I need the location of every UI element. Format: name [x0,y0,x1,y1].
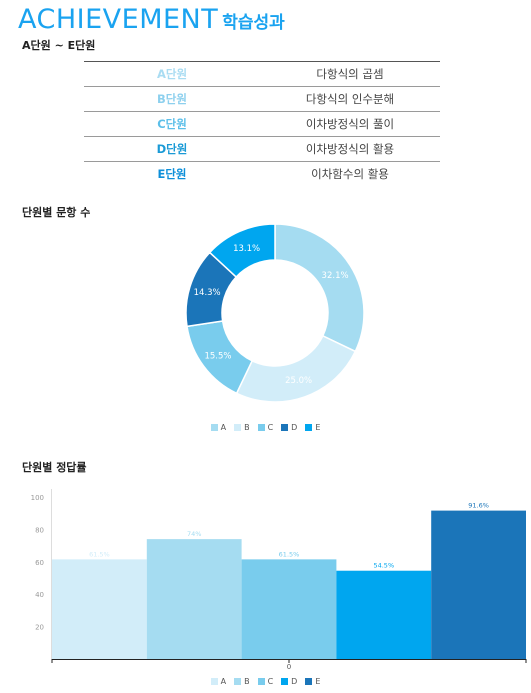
unit-range-subtitle: A단원 ~ E단원 [22,39,96,52]
legend-swatch [257,678,265,685]
legend-label: D [291,423,298,432]
unit-name: 이차방정식의 활용 [260,136,440,162]
title-korean: 학습성과 [222,13,285,33]
legend-item: A [210,677,227,686]
legend-label: B [244,423,250,432]
donut-slice-label: 14.3% [194,288,221,298]
bar [146,539,242,659]
y-tick-label: 100 [31,494,44,502]
y-tick-label: 40 [35,591,44,599]
bar-value-label: 61.5% [89,550,110,558]
unit-row: B단원 다항식의 인수분해 [84,86,440,112]
legend-item: D [281,677,297,686]
unit-label: A단원 [84,61,260,87]
legend-item: D [281,423,297,432]
y-tick-label: 80 [35,526,44,534]
legend-item: E [305,677,320,686]
legend-item: B [234,677,250,686]
donut-slice-label: 15.5% [204,351,231,361]
y-tick-label: 20 [35,624,44,632]
legend-label: E [315,423,321,432]
legend-label: C [267,423,274,432]
legend-label: A [220,423,227,432]
legend-swatch [234,424,242,431]
legend-label: E [315,677,321,686]
legend-label: C [267,677,274,686]
bar [336,570,432,659]
unit-label: D단원 [84,136,260,162]
unit-row: C단원 이차방정식의 풀이 [84,111,440,137]
legend-swatch [281,678,289,685]
legend-swatch [281,424,289,431]
bar [241,559,337,659]
x-tick-label: 0 [287,663,291,671]
title-english: ACHIEVEMENT [18,4,219,35]
legend-swatch [257,424,265,431]
unit-row: A단원 다항식의 곱셈 [84,61,440,87]
legend-item: E [305,423,320,432]
legend-item: B [234,423,250,432]
donut-slice-label: 32.1% [322,271,349,281]
unit-name: 다항식의 인수분해 [260,86,440,112]
unit-name: 다항식의 곱셈 [260,61,440,87]
legend-label: A [220,677,227,686]
unit-label: E단원 [157,167,187,181]
legend-swatch [210,424,218,431]
bar-value-label: 74% [187,530,201,538]
donut-legend: A B C D E [0,423,531,432]
unit-name: 이차방정식의 풀이 [260,111,440,137]
bar-value-label: 91.6% [468,502,489,510]
unit-row: E단원 이차함수의 활용 [84,162,440,187]
y-tick-label: 60 [35,559,44,567]
legend-swatch [305,678,313,685]
bar [431,510,526,659]
unit-label: B단원 [84,86,260,112]
legend-item: C [257,677,274,686]
legend-swatch [305,424,313,431]
legend-swatch [234,678,242,685]
donut-slice [208,223,276,279]
unit-label: C단원 [84,111,260,137]
bar-value-label: 61.5% [279,550,300,558]
bar-chart-title: 단원별 정답률 [22,461,87,474]
legend-label: D [291,677,298,686]
donut-slice [274,223,365,353]
unit-table: A단원 다항식의 곱셈 B단원 다항식의 인수분해 C단원 이차방정식의 풀이 D단원 이차방… [84,61,440,186]
legend-label: B [244,677,250,686]
legend-swatch [210,678,218,685]
donut-slice-label: 25.0% [285,376,312,386]
page-title: ACHIEVEMENT 학습성과 [18,4,285,35]
legend-item: C [257,423,274,432]
donut-chart-title: 단원별 문항 수 [22,206,91,219]
bar [52,559,147,659]
legend-item: A [210,423,227,432]
bar-legend: A B C D E [0,677,531,686]
bar-value-label: 54.5% [373,562,394,570]
donut-slice-label: 13.1% [233,244,260,254]
unit-row: D단원 이차방정식의 활용 [84,136,440,162]
unit-name: 이차함수의 활용 [311,167,389,181]
